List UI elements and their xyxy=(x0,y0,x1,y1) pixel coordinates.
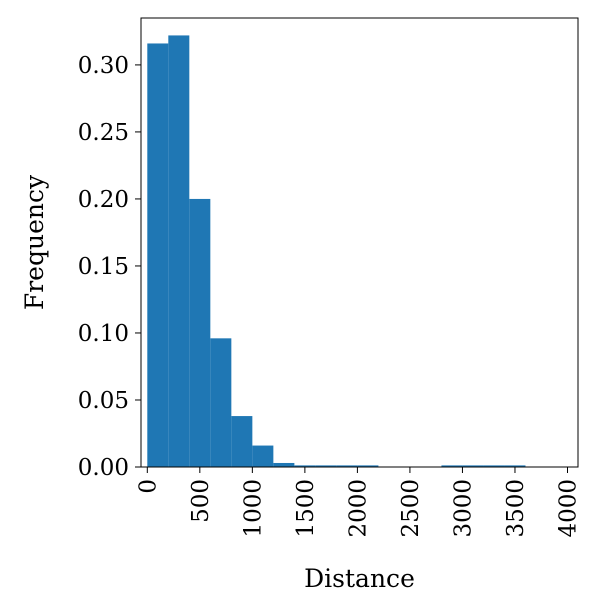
x-tick-label: 3500 xyxy=(503,479,529,538)
x-tick-label: 2500 xyxy=(398,479,424,538)
histogram-bar xyxy=(441,465,463,467)
x-tick-label: 1500 xyxy=(293,479,319,538)
y-tick-label: 0.20 xyxy=(78,187,129,213)
histogram-bar xyxy=(483,465,505,467)
y-axis: 0.00 0.05 0.10 0.15 0.20 0.25 0.30 xyxy=(78,53,141,481)
y-axis-title: Frequency xyxy=(20,174,49,310)
x-tick-label: 500 xyxy=(188,479,214,523)
histogram-bar xyxy=(357,465,379,467)
histogram-bar xyxy=(252,445,274,467)
plot-frame xyxy=(140,17,579,468)
x-tick-label: 4000 xyxy=(555,479,581,538)
histogram-bars xyxy=(147,35,526,468)
x-tick-label: 0 xyxy=(135,479,161,494)
y-tick-label: 0.15 xyxy=(78,254,129,280)
histogram-bar xyxy=(231,416,253,467)
histogram-bar xyxy=(210,338,232,467)
x-tick-label: 1000 xyxy=(240,479,266,538)
y-tick-label: 0.05 xyxy=(78,388,129,414)
x-tick-label: 2000 xyxy=(345,479,371,538)
y-tick-label: 0.10 xyxy=(78,321,129,347)
histogram-bar xyxy=(189,198,211,467)
x-tick-label: 3000 xyxy=(450,479,476,538)
histogram-bar xyxy=(273,462,295,467)
histogram-bar xyxy=(147,43,169,468)
x-axis-title: Distance xyxy=(304,564,415,593)
y-tick-label: 0.30 xyxy=(78,53,129,79)
histogram-bar xyxy=(336,465,358,467)
histogram-bar xyxy=(315,465,337,467)
histogram-bar xyxy=(462,465,484,467)
y-tick-label: 0.25 xyxy=(78,120,129,146)
histogram-bar xyxy=(504,465,526,467)
histogram-bar xyxy=(294,465,316,467)
x-axis: 0 500 1000 1500 2000 2500 3000 3500 4000 xyxy=(135,467,581,538)
histogram-bar xyxy=(168,35,190,467)
y-tick-label: 0.00 xyxy=(78,455,129,481)
